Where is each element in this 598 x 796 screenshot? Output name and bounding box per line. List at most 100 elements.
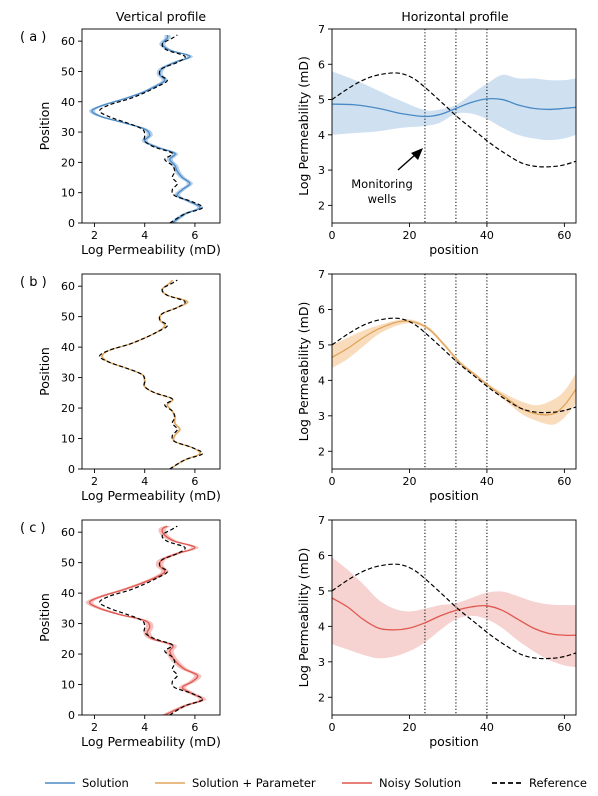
b-horizontal-ytick-label: 3 (318, 410, 325, 423)
b-horizontal-xtick-label: 40 (480, 475, 494, 488)
c-horizontal-ytick-label: 3 (318, 656, 325, 669)
c-horizontal-xtick-label: 60 (557, 721, 571, 734)
legend-label-solution: Solution (82, 776, 129, 790)
c-vertical-ytick-label: 30 (61, 618, 75, 631)
b-vertical-xtick-label: 4 (141, 475, 148, 488)
a-horizontal-xtick-label: 20 (402, 229, 416, 242)
a-horizontal-xtick-label: 40 (480, 229, 494, 242)
c-horizontal-solution-line (332, 597, 576, 637)
a-vertical-ytick-label: 50 (61, 65, 75, 78)
b-horizontal-reference-line (332, 317, 576, 414)
c-horizontal-plot-area (332, 520, 576, 715)
b-vertical-ylabel: Position (37, 347, 52, 396)
b-horizontal-plot-area (332, 274, 576, 469)
a-horizontal-solution-line (332, 97, 576, 118)
a-horizontal-xtick-label: 0 (329, 229, 336, 242)
a-vertical-xtick-label: 4 (141, 229, 148, 242)
b-vertical-ytick-label: 50 (61, 311, 75, 324)
b-vertical-ytick-label: 30 (61, 372, 75, 385)
a-vertical-ylabel: Position (37, 102, 52, 151)
c-vertical-ylabel: Position (37, 593, 52, 642)
a-horizontal-reference-line (332, 72, 576, 168)
b-horizontal-ytick-label: 6 (318, 303, 325, 316)
a-horizontal-plot-area (332, 29, 576, 223)
b-horizontal-frame (331, 273, 577, 470)
a-vertical-frame (81, 28, 221, 224)
a-vertical-ytick-label: 40 (61, 96, 75, 109)
c-vertical-xtick-label: 4 (141, 721, 148, 734)
a-horizontal-xtick-label: 60 (557, 229, 571, 242)
b-horizontal-xtick-label: 0 (329, 475, 336, 488)
a-horizontal-ytick-label: 4 (318, 129, 325, 142)
a-horizontal-xlabel: position (429, 242, 479, 257)
a-vertical-ytick-label: 30 (61, 126, 75, 139)
a-vertical-xtick-label: 6 (191, 229, 198, 242)
a-vertical-panel-label: ( a ) (20, 30, 46, 45)
b-vertical-ytick-label: 40 (61, 341, 75, 354)
b-horizontal-ytick-label: 4 (318, 374, 325, 387)
b-horizontal-ytick-label: 7 (318, 268, 325, 281)
c-vertical-ytick-label: 50 (61, 557, 75, 570)
c-vertical-ytick-label: 20 (61, 648, 75, 661)
b-vertical-ytick-label: 20 (61, 402, 75, 415)
legend: Solution Solution + Parameter Noisy Soluti… (45, 776, 587, 790)
a-vertical-ytick-label: 20 (61, 156, 75, 169)
b-vertical-ytick-label: 60 (61, 280, 75, 293)
b-vertical-ytick-label: 0 (68, 463, 75, 476)
c-horizontal-ytick-label: 4 (318, 620, 325, 633)
c-horizontal-ytick-label: 6 (318, 549, 325, 562)
a-vertical-ytick-label: 10 (61, 187, 75, 200)
a-vertical-plot-area (89, 34, 204, 223)
c-horizontal-xtick-label: 20 (402, 721, 416, 734)
panel-c-horizontal: 0 20 40 60 2 3 4 5 6 7 position Log Permeability (m… (296, 514, 577, 749)
b-vertical-xtick-label: 6 (191, 475, 198, 488)
c-horizontal-uncertainty-band (332, 557, 576, 668)
c-horizontal-xtick-label: 0 (329, 721, 336, 734)
panel-a-horizontal: 0 20 40 60 2 3 4 5 6 7 position Log Permeability (m… (296, 23, 577, 257)
a-vertical-solution-line (91, 34, 201, 223)
c-vertical-ytick-label: 60 (61, 526, 75, 539)
a-horizontal-ytick-label: 2 (318, 199, 325, 212)
c-vertical-xlabel: Log Permeability (mD) (81, 734, 221, 749)
b-horizontal-xlabel: position (429, 488, 479, 503)
a-horizontal-frame (331, 28, 577, 224)
c-horizontal-ylabel: Log Permeability (mD) (296, 548, 311, 688)
c-vertical-ytick-label: 10 (61, 679, 75, 692)
a-vertical-ytick-label: 0 (68, 217, 75, 230)
b-horizontal-uncertainty-band (332, 319, 576, 425)
b-vertical-ytick-label: 10 (61, 433, 75, 446)
b-vertical-solution-line (101, 279, 201, 469)
monitoring-wells-arrow-head (411, 148, 423, 160)
horizontal-profile-title: Horizontal profile (401, 9, 509, 24)
c-vertical-ytick-label: 0 (68, 709, 75, 722)
panel-b-horizontal: 0 20 40 60 2 3 4 5 6 7 position Log Permeability (m… (296, 268, 577, 503)
a-vertical-reference-line (98, 34, 204, 223)
c-horizontal-xtick-label: 40 (480, 721, 494, 734)
legend-label-noisy-solution: Noisy Solution (379, 776, 461, 790)
a-horizontal-ytick-label: 6 (318, 58, 325, 71)
b-vertical-uncertainty-band (100, 280, 202, 469)
legend-label-reference: Reference (529, 776, 587, 790)
a-horizontal-ytick-label: 3 (318, 164, 325, 177)
a-vertical-ytick-label: 60 (61, 35, 75, 48)
b-horizontal-xtick-label: 20 (402, 475, 416, 488)
c-horizontal-ytick-label: 7 (318, 514, 325, 527)
b-horizontal-ylabel: Log Permeability (mD) (296, 302, 311, 442)
c-vertical-reference-line (98, 525, 204, 715)
c-horizontal-ytick-label: 5 (318, 585, 325, 598)
c-vertical-frame (81, 519, 221, 716)
c-horizontal-xlabel: position (429, 734, 479, 749)
b-vertical-plot-area (98, 279, 204, 469)
c-vertical-panel-label: ( c ) (20, 521, 46, 536)
c-horizontal-reference-line (332, 563, 576, 660)
b-horizontal-ytick-label: 2 (318, 445, 325, 458)
b-horizontal-xtick-label: 60 (557, 475, 571, 488)
b-vertical-xlabel: Log Permeability (mD) (81, 488, 221, 503)
a-horizontal-ytick-label: 5 (318, 94, 325, 107)
vertical-profile-title: Vertical profile (116, 9, 207, 24)
b-horizontal-solution-line (332, 320, 576, 416)
a-horizontal-ylabel: Log Permeability (mD) (296, 56, 311, 196)
